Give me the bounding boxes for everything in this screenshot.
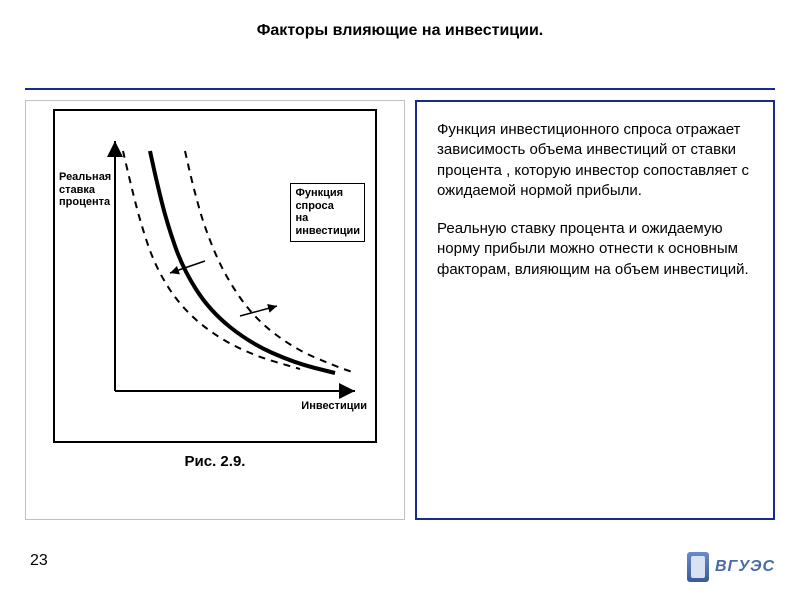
horizontal-rule [25, 88, 775, 90]
paragraph-1: Функция инвестиционного спроса отражает … [437, 120, 753, 201]
chart-svg [55, 111, 375, 441]
page-number: 23 [30, 552, 48, 570]
y-axis-label: Реальнаяставкапроцента [59, 171, 111, 209]
content-row: Реальнаяставкапроцента Функцияспросанаин… [25, 100, 775, 540]
logo-icon [687, 552, 709, 582]
slide-title: Факторы влияющие на инвестиции. [0, 0, 800, 40]
figure-panel: Реальнаяставкапроцента Функцияспросанаин… [25, 100, 405, 520]
x-axis-label: Инвестиции [301, 400, 367, 413]
chart-container: Реальнаяставкапроцента Функцияспросанаин… [53, 109, 377, 443]
curve-annotation: Функцияспросанаинвестиции [290, 183, 365, 242]
figure-caption: Рис. 2.9. [185, 453, 246, 470]
brand-logo: ВГУЭС [687, 552, 775, 582]
paragraph-2: Реальную ставку процента и ожидаемую нор… [437, 219, 753, 280]
slide: Факторы влияющие на инвестиции. Реальная… [0, 0, 800, 600]
text-panel: Функция инвестиционного спроса отражает … [415, 100, 775, 520]
logo-text: ВГУЭС [715, 558, 775, 576]
